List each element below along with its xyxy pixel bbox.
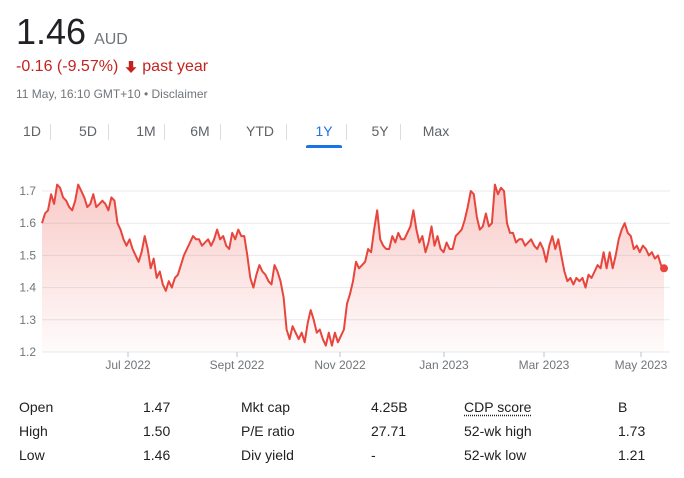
quote-meta: 11 May, 16:10 GMT+10 • Disclaimer	[16, 87, 208, 101]
tab-label: YTD	[246, 123, 274, 139]
tab-ytd[interactable]: YTD	[238, 118, 282, 148]
currency-label: AUD	[94, 31, 128, 48]
stat-row-high: High 1.50 P/E ratio 27.71 52-wk high 1.73	[0, 419, 684, 443]
stat-label: P/E ratio	[241, 423, 295, 439]
stat-value: -	[371, 447, 376, 463]
stat-value: 1.73	[618, 423, 646, 439]
stat-label: Low	[19, 447, 45, 463]
tab-label: 5Y	[371, 123, 389, 139]
tab-1m[interactable]: 1M	[128, 118, 164, 148]
disclaimer-link[interactable]: Disclaimer	[151, 87, 208, 101]
stat-value: 4.25B	[371, 399, 408, 415]
stat-label: 52-wk high	[464, 423, 532, 439]
price-chart: 1.7 1.6 1.5 1.4 1.3 1.2 Jul 2022 Sept 2022 Nov 2…	[19, 183, 670, 372]
y-tick-label: 1.2	[19, 345, 36, 359]
tab-divider	[346, 124, 347, 140]
tab-divider	[400, 124, 401, 140]
stat-label: Div yield	[241, 447, 294, 463]
tab-max[interactable]: Max	[418, 118, 454, 148]
stat-value: B	[618, 399, 628, 415]
stat-row-low: Low 1.46 Div yield - 52-wk low 1.21	[0, 443, 684, 467]
stat-label: High	[19, 423, 48, 439]
arrow-down-icon	[125, 61, 137, 73]
tab-divider	[220, 124, 221, 140]
y-tick-label: 1.6	[19, 216, 36, 230]
tab-1d[interactable]: 1D	[18, 118, 46, 148]
stat-label: 52-wk low	[464, 447, 527, 463]
last-price-dot	[660, 264, 668, 273]
x-tick-label: May 2023	[615, 358, 668, 372]
price-line	[41, 183, 665, 347]
tab-5y[interactable]: 5Y	[362, 118, 398, 148]
tab-label: 1D	[23, 123, 41, 139]
tab-label: 6M	[190, 123, 210, 139]
tab-divider	[164, 124, 165, 140]
tab-6m[interactable]: 6M	[182, 118, 218, 148]
x-tick-label: Mar 2023	[519, 358, 570, 372]
meta-separator: •	[143, 87, 149, 101]
price-area	[42, 184, 664, 352]
stat-label: Open	[19, 399, 54, 415]
stat-value: 1.46	[143, 447, 171, 463]
current-price: 1.46	[16, 11, 87, 52]
tab-label: 1Y	[315, 123, 333, 139]
x-tick-label: Sept 2022	[210, 358, 265, 372]
price-header: 1.46 AUD	[16, 10, 128, 54]
x-tick-label: Jul 2022	[105, 358, 151, 372]
stat-value: 1.50	[143, 423, 171, 439]
timestamp: 11 May, 16:10 GMT+10	[16, 87, 141, 101]
stat-label: Mkt cap	[241, 399, 291, 415]
tab-label: 5D	[79, 123, 97, 139]
stat-value: 1.47	[143, 399, 171, 415]
change-value: -0.16 (-9.57%)	[16, 58, 119, 75]
stat-label[interactable]: CDP score	[464, 399, 532, 415]
change-period: past year	[142, 58, 209, 75]
tab-5d[interactable]: 5D	[70, 118, 106, 148]
y-tick-label: 1.5	[19, 248, 36, 262]
stat-row-open: Open 1.47 Mkt cap 4.25B CDP score B	[0, 395, 684, 419]
tab-divider	[286, 124, 287, 140]
tab-divider	[108, 124, 109, 140]
y-tick-label: 1.7	[19, 184, 36, 198]
tab-divider	[50, 124, 51, 140]
x-tick-label: Nov 2022	[314, 358, 366, 372]
tab-1y[interactable]: 1Y	[306, 118, 342, 148]
stat-value: 27.71	[371, 423, 407, 439]
active-tab-indicator	[306, 145, 342, 148]
y-tick-label: 1.4	[19, 281, 36, 295]
tab-label: Max	[422, 123, 450, 139]
x-tick-label: Jan 2023	[419, 358, 469, 372]
price-change: -0.16 (-9.57%) past year	[16, 58, 208, 76]
y-tick-label: 1.3	[19, 313, 36, 327]
tab-label: 1M	[136, 123, 156, 139]
stat-value: 1.21	[618, 447, 646, 463]
